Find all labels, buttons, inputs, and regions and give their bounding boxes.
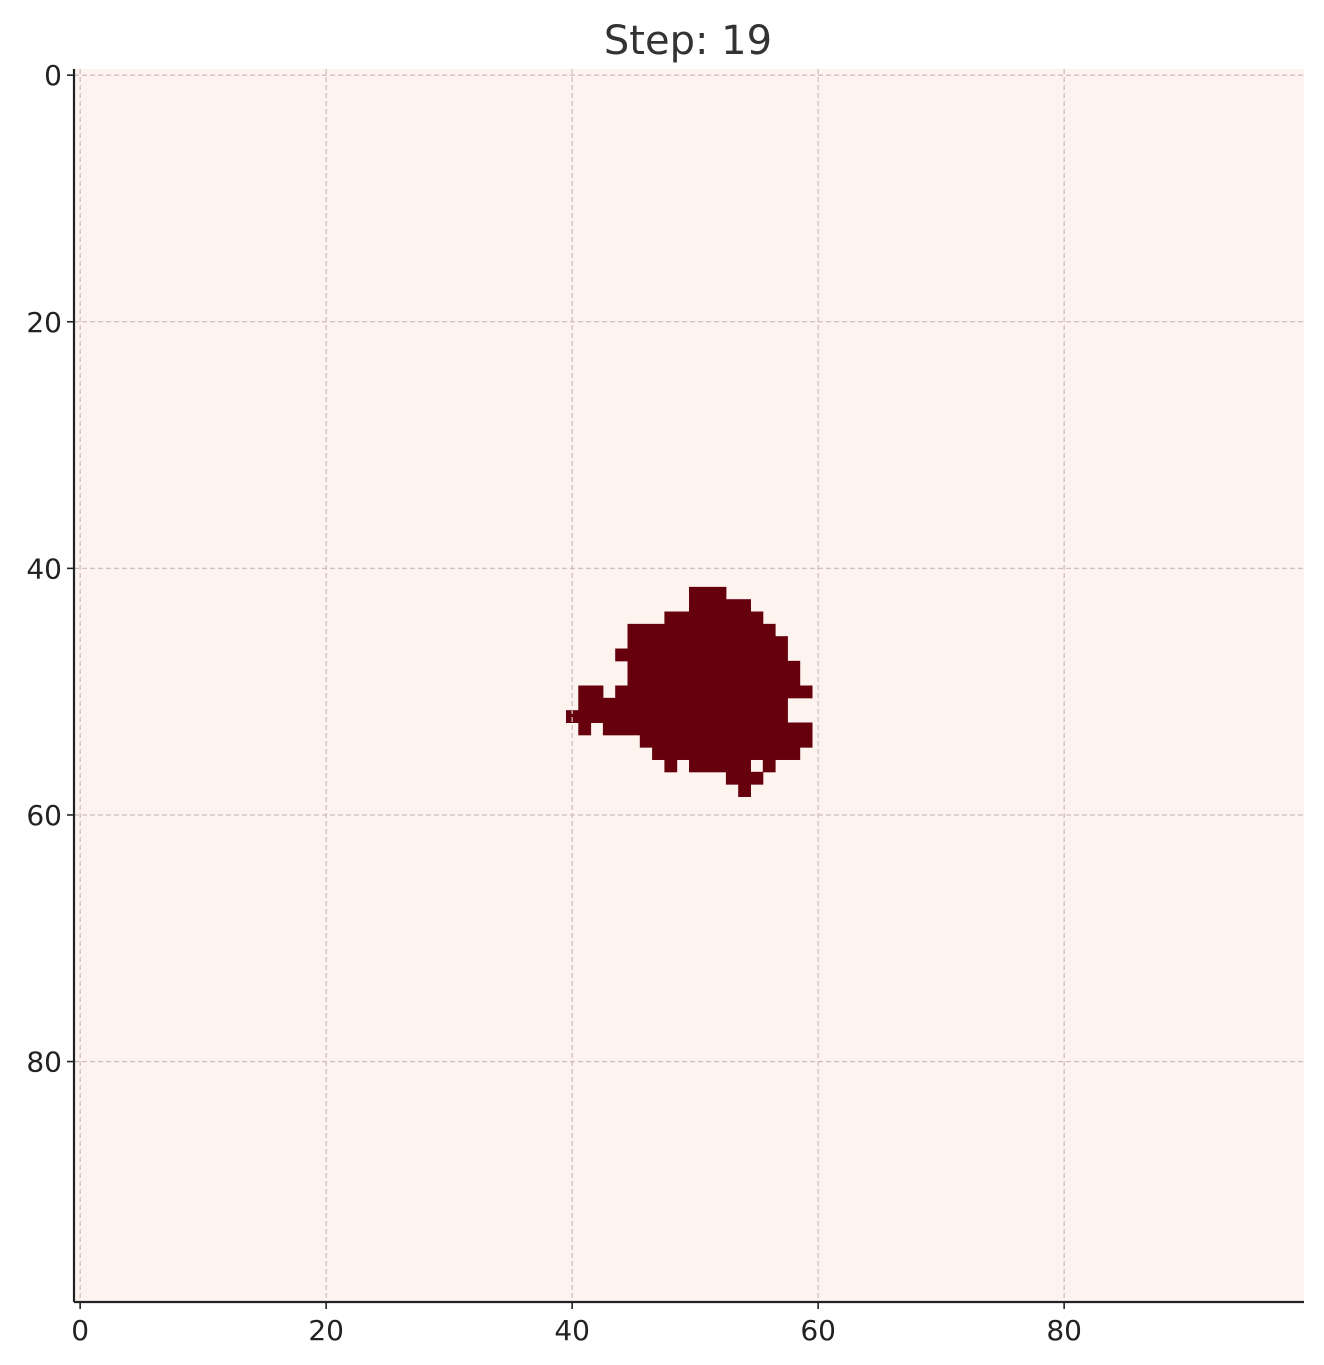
occupied-cell-run [725,771,764,785]
occupied-cell-run [627,660,801,674]
occupied-cell-run [652,747,801,760]
occupied-cell-run [689,599,727,613]
occupied-cell-run [627,623,776,637]
occupied-cell-run [578,697,788,711]
x-tick-label: 60 [800,1314,836,1347]
occupied-cell-run [627,673,801,686]
occupied-cell-run [578,722,592,736]
y-tick-label: 40 [26,552,62,585]
y-tick-label: 0 [44,59,62,92]
occupied-cell-run [602,722,813,736]
y-tick-label: 80 [26,1046,62,1079]
axes [72,69,1304,1304]
occupied-cell-run [725,599,751,613]
occupied-cell-run [689,759,751,773]
occupied-cell-run [664,759,678,773]
x-tick-label: 20 [308,1314,344,1347]
occupied-cell-run [738,784,751,797]
occupied-cells [566,586,813,797]
occupied-cell-run [615,685,813,699]
x-tick-labels: 0 20 40 60 80 [71,1314,1082,1347]
occupied-cell-run [664,611,764,625]
occupied-cell-run [762,759,776,773]
x-tick-label: 0 [71,1314,89,1347]
tick-marks [67,74,1065,1309]
occupied-cell-run [639,734,813,748]
occupied-cell-run [566,710,788,723]
y-tick-labels: 0 20 40 60 80 [26,59,62,1078]
occupied-cell-run [689,586,727,600]
occupied-cell-run [615,648,788,662]
y-tick-label: 60 [26,799,62,832]
y-tick-label: 20 [26,306,62,339]
chart-title: Step: 19 [604,18,772,64]
occupied-cell-run [627,636,788,650]
occupied-cell-run [578,685,604,699]
x-tick-label: 40 [554,1314,590,1347]
x-tick-label: 80 [1046,1314,1082,1347]
grid-lines [74,69,1304,1302]
